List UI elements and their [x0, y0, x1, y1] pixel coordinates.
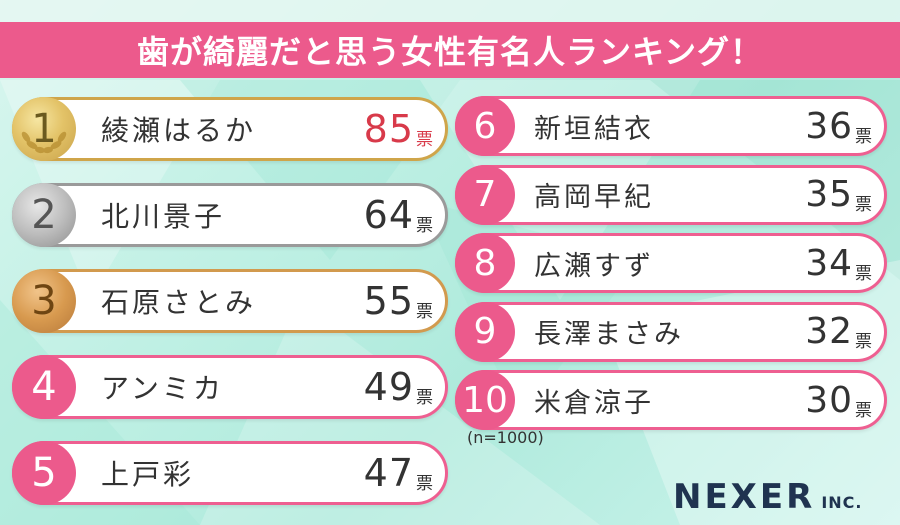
celebrity-name: アンミカ [101, 372, 224, 405]
vote-unit: 票 [416, 129, 433, 150]
rank-number: 5 [31, 450, 57, 496]
celebrity-name: 広瀬すず [534, 250, 654, 282]
ranking-row: 5 上戸彩 47 票 [12, 441, 448, 505]
ranking-row: 6 新垣結衣 36 票 [455, 96, 887, 156]
vote-count: 36 票 [805, 99, 872, 153]
ranking-row: 1 綾瀬はるか 85 票 [12, 97, 448, 161]
vote-value: 47 [363, 451, 414, 495]
celebrity-name: 北川景子 [101, 200, 226, 233]
ranking-row: 7 高岡早紀 35 票 [455, 164, 887, 225]
vote-count: 55 票 [364, 272, 433, 330]
rank-badge: 9 [455, 301, 515, 362]
celebrity-name: 新垣結衣 [534, 113, 654, 145]
vote-count: 64 票 [364, 186, 433, 244]
rank-badge: 2 [12, 183, 76, 247]
celebrity-name: 長澤まさみ [534, 319, 684, 350]
company-logo: NEXER INC. [673, 477, 862, 517]
rank-badge: 1 [12, 97, 76, 161]
rank-badge: 5 [12, 441, 76, 505]
page-title: 歯が綺麗だと思う女性有名人ランキング！ [136, 33, 764, 71]
vote-unit: 票 [416, 301, 433, 322]
ranking-row: 8 広瀬すず 34 票 [455, 233, 887, 293]
rank-number: 10 [462, 379, 508, 421]
title-banner: 歯が綺麗だと思う女性有名人ランキング！ [0, 22, 900, 78]
vote-count: 30 票 [805, 373, 872, 427]
vote-unit: 票 [855, 126, 872, 147]
vote-count: 34 票 [805, 236, 872, 290]
vote-value: 85 [363, 107, 414, 151]
celebrity-name: 石原さとみ [101, 286, 257, 319]
vote-unit: 票 [416, 215, 433, 236]
vote-unit: 票 [855, 263, 872, 284]
vote-value: 32 [805, 311, 853, 352]
rank-number: 9 [473, 311, 497, 352]
rank-number: 4 [31, 364, 57, 410]
logo-suffix: INC. [821, 493, 863, 512]
vote-value: 49 [363, 365, 414, 409]
vote-value: 36 [805, 105, 853, 147]
rank-badge: 4 [12, 355, 76, 419]
ranking-row: 2 北川景子 64 票 [12, 183, 448, 247]
rank-badge: 6 [455, 96, 515, 156]
rank-badge: 8 [455, 233, 515, 293]
rank-badge: 3 [12, 269, 76, 333]
rank-number: 7 [473, 174, 497, 215]
vote-count: 32 票 [805, 305, 872, 359]
rank-number: 8 [473, 242, 497, 284]
vote-count: 35 票 [805, 168, 872, 222]
vote-count: 47 票 [364, 444, 433, 502]
vote-value: 64 [363, 193, 414, 237]
laurel-icon [21, 131, 67, 154]
vote-unit: 票 [855, 400, 872, 421]
vote-value: 35 [805, 174, 853, 215]
vote-count: 85 票 [364, 100, 433, 158]
sample-size-note: (n=1000) [467, 428, 544, 447]
rank-number: 6 [473, 105, 497, 147]
vote-value: 55 [363, 279, 414, 323]
vote-unit: 票 [416, 387, 433, 408]
vote-value: 34 [805, 242, 853, 284]
celebrity-name: 米倉涼子 [534, 387, 654, 419]
logo-brand: NEXER [673, 477, 816, 517]
rank-number: 1 [31, 106, 57, 152]
ranking-row: 10 米倉涼子 30 票 [455, 370, 887, 430]
vote-count: 49 票 [364, 358, 433, 416]
vote-unit: 票 [855, 332, 872, 352]
celebrity-name: 上戸彩 [101, 458, 195, 491]
vote-value: 30 [805, 379, 853, 421]
celebrity-name: 高岡早紀 [534, 182, 654, 213]
rank-number: 2 [31, 192, 57, 238]
ranking-row: 9 長澤まさみ 32 票 [455, 301, 887, 362]
vote-unit: 票 [855, 195, 872, 215]
ranking-row: 3 石原さとみ 55 票 [12, 269, 448, 333]
rank-number: 3 [31, 278, 57, 324]
celebrity-name: 綾瀬はるか [101, 114, 257, 147]
rank-badge: 7 [455, 164, 515, 225]
vote-unit: 票 [416, 473, 433, 494]
ranking-row: 4 アンミカ 49 票 [12, 355, 448, 419]
rank-badge: 10 [455, 370, 515, 430]
